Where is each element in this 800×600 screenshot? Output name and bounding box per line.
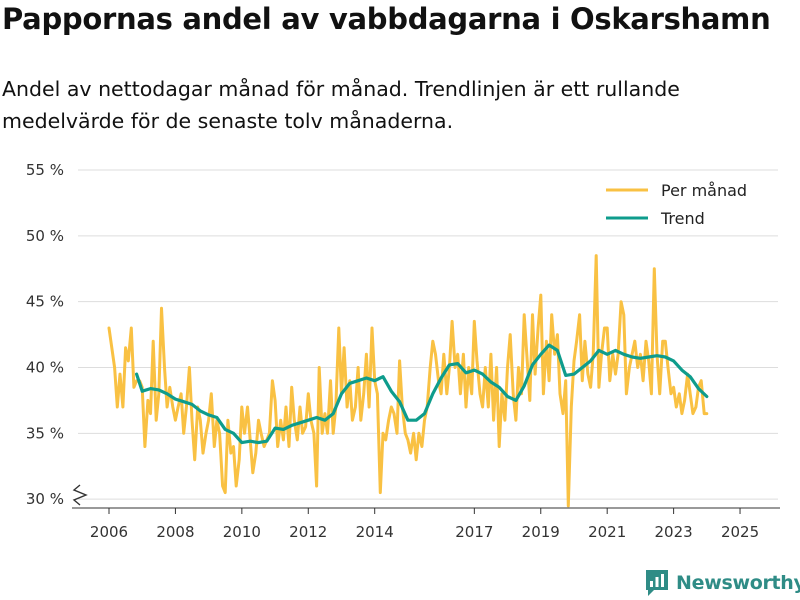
- y-tick-label: 40 %: [26, 359, 64, 377]
- y-axis-ticks: 30 % 35 % 40 % 45 % 50 % 55 %: [26, 161, 64, 508]
- x-tick-label: 2014: [356, 523, 394, 541]
- legend-label-per-manad: Per månad: [661, 181, 747, 200]
- series-group: [107, 254, 709, 508]
- x-axis-ticks: 2006 2008 2010 2012 2014 2017 2019 2021 2023 2025: [90, 508, 759, 541]
- x-tick-label: 2010: [223, 523, 261, 541]
- newsworthy-logo-icon: [646, 570, 668, 596]
- y-tick-label: 45 %: [26, 293, 64, 311]
- y-tick-label: 30 %: [26, 490, 64, 508]
- x-tick-label: 2023: [655, 523, 693, 541]
- x-tick-label: 2019: [522, 523, 560, 541]
- y-tick-label: 55 %: [26, 161, 64, 179]
- x-tick-label: 2008: [156, 523, 194, 541]
- x-tick-label: 2025: [721, 523, 759, 541]
- x-tick-label: 2017: [455, 523, 493, 541]
- axis-break-icon: [72, 484, 88, 506]
- legend-label-trend: Trend: [660, 209, 705, 228]
- x-tick-label: 2012: [289, 523, 327, 541]
- legend: Per månad Trend: [598, 177, 768, 231]
- gridlines: [78, 169, 778, 500]
- x-tick-label: 2021: [588, 523, 626, 541]
- chart-title: Pappornas andel av vabbdagarna i Oskarsh…: [2, 2, 771, 36]
- brand-name: Newsworthy: [676, 572, 800, 594]
- x-tick-label: 2006: [90, 523, 128, 541]
- chart-subtitle: Andel av nettodagar månad för månad. Tre…: [2, 77, 680, 133]
- series-line-per-manad: [107, 254, 709, 508]
- legend-background: [598, 177, 768, 231]
- y-tick-label: 50 %: [26, 227, 64, 245]
- series-line-trend: [135, 343, 709, 445]
- y-tick-label: 35 %: [26, 424, 64, 442]
- brand: Newsworthy: [645, 569, 800, 597]
